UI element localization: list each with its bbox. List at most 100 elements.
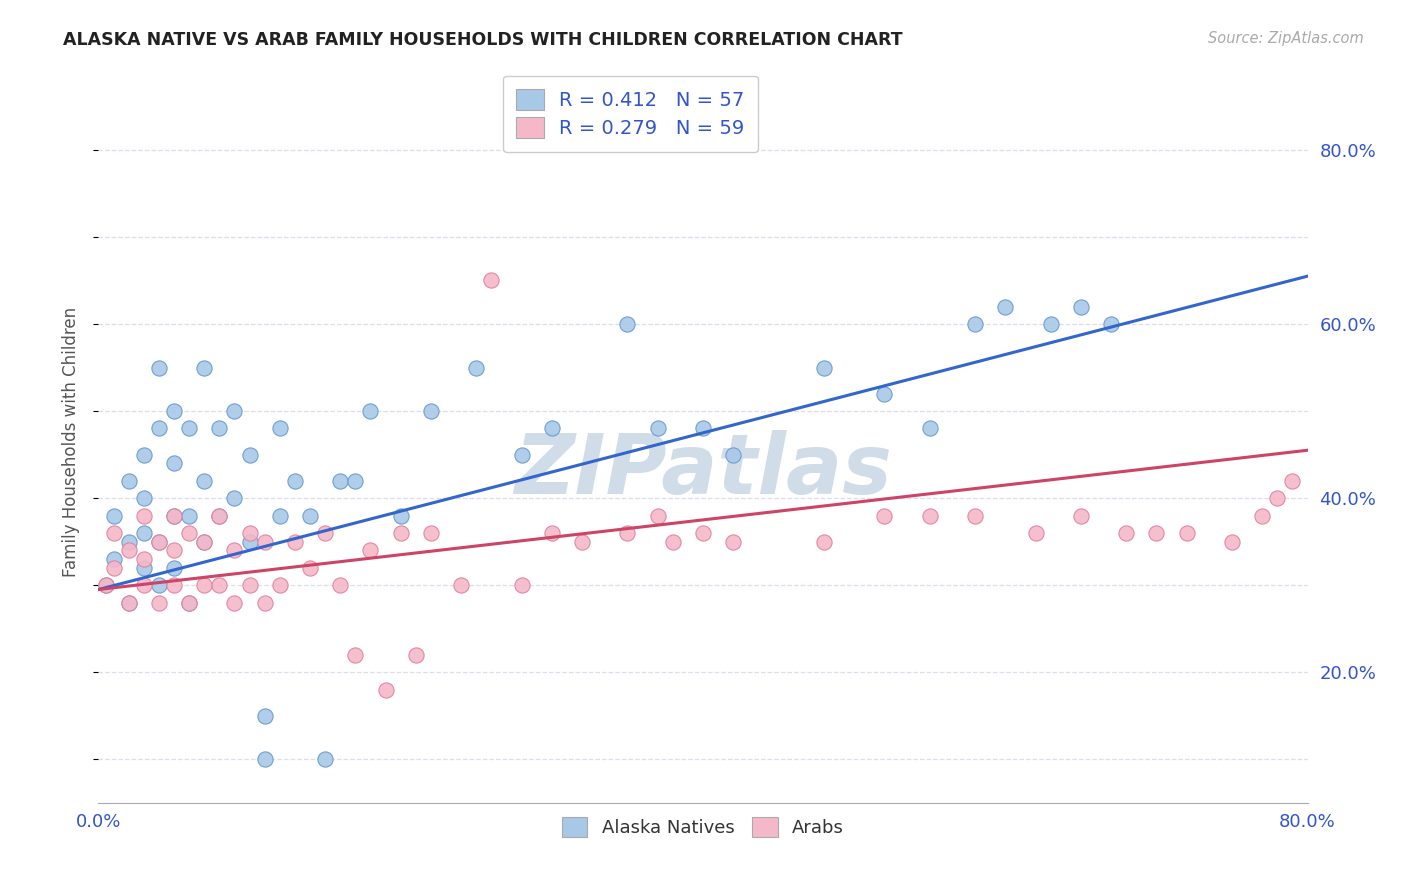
Point	[208, 508, 231, 523]
Text: ALASKA NATIVE VS ARAB FAMILY HOUSEHOLDS WITH CHILDREN CORRELATION CHART: ALASKA NATIVE VS ARAB FAMILY HOUSEHOLDS …	[63, 31, 903, 49]
Point	[193, 534, 215, 549]
Point	[918, 508, 941, 523]
Point	[103, 525, 125, 540]
Point	[284, 534, 307, 549]
Point	[510, 578, 533, 592]
Point	[1267, 491, 1289, 505]
Point	[239, 578, 262, 592]
Point	[918, 421, 941, 435]
Point	[540, 525, 562, 540]
Point	[118, 596, 141, 610]
Point	[132, 448, 155, 462]
Point	[813, 360, 835, 375]
Point	[179, 421, 201, 435]
Point	[647, 421, 669, 435]
Point	[193, 474, 215, 488]
Point	[1115, 525, 1137, 540]
Point	[314, 752, 336, 766]
Point	[253, 534, 276, 549]
Point	[344, 474, 367, 488]
Point	[299, 508, 322, 523]
Point	[873, 386, 896, 401]
Point	[813, 534, 835, 549]
Point	[208, 421, 231, 435]
Point	[132, 508, 155, 523]
Point	[163, 543, 186, 558]
Point	[224, 491, 246, 505]
Point	[118, 534, 141, 549]
Point	[420, 525, 443, 540]
Point	[1220, 534, 1243, 549]
Point	[1281, 474, 1303, 488]
Point	[148, 534, 170, 549]
Point	[163, 561, 186, 575]
Point	[148, 578, 170, 592]
Point	[510, 448, 533, 462]
Point	[103, 561, 125, 575]
Point	[1175, 525, 1198, 540]
Point	[179, 525, 201, 540]
Point	[239, 534, 262, 549]
Point	[179, 596, 201, 610]
Point	[723, 448, 745, 462]
Point	[571, 534, 593, 549]
Point	[329, 474, 352, 488]
Point	[118, 543, 141, 558]
Point	[965, 508, 987, 523]
Point	[193, 360, 215, 375]
Point	[465, 360, 488, 375]
Point	[647, 508, 669, 523]
Point	[1039, 317, 1062, 331]
Point	[239, 525, 262, 540]
Point	[616, 525, 638, 540]
Point	[163, 404, 186, 418]
Point	[329, 578, 352, 592]
Point	[118, 474, 141, 488]
Point	[692, 525, 714, 540]
Point	[163, 508, 186, 523]
Point	[208, 508, 231, 523]
Point	[269, 578, 291, 592]
Point	[132, 578, 155, 592]
Point	[360, 543, 382, 558]
Point	[224, 543, 246, 558]
Point	[103, 552, 125, 566]
Point	[1251, 508, 1274, 523]
Point	[692, 421, 714, 435]
Point	[224, 404, 246, 418]
Point	[344, 648, 367, 662]
Point	[253, 752, 276, 766]
Point	[103, 508, 125, 523]
Point	[132, 491, 155, 505]
Point	[314, 525, 336, 540]
Point	[360, 404, 382, 418]
Point	[193, 534, 215, 549]
Point	[284, 474, 307, 488]
Point	[148, 360, 170, 375]
Text: Source: ZipAtlas.com: Source: ZipAtlas.com	[1208, 31, 1364, 46]
Point	[132, 525, 155, 540]
Point	[1024, 525, 1046, 540]
Point	[94, 578, 117, 592]
Point	[94, 578, 117, 592]
Point	[481, 273, 503, 287]
Point	[132, 561, 155, 575]
Point	[1070, 300, 1092, 314]
Point	[1070, 508, 1092, 523]
Y-axis label: Family Households with Children: Family Households with Children	[62, 307, 80, 576]
Point	[179, 596, 201, 610]
Point	[269, 508, 291, 523]
Point	[299, 561, 322, 575]
Point	[239, 448, 262, 462]
Point	[118, 596, 141, 610]
Point	[540, 421, 562, 435]
Point	[965, 317, 987, 331]
Legend: Alaska Natives, Arabs: Alaska Natives, Arabs	[555, 810, 851, 845]
Point	[253, 708, 276, 723]
Point	[163, 508, 186, 523]
Point	[661, 534, 683, 549]
Point	[616, 317, 638, 331]
Point	[994, 300, 1017, 314]
Point	[873, 508, 896, 523]
Point	[148, 534, 170, 549]
